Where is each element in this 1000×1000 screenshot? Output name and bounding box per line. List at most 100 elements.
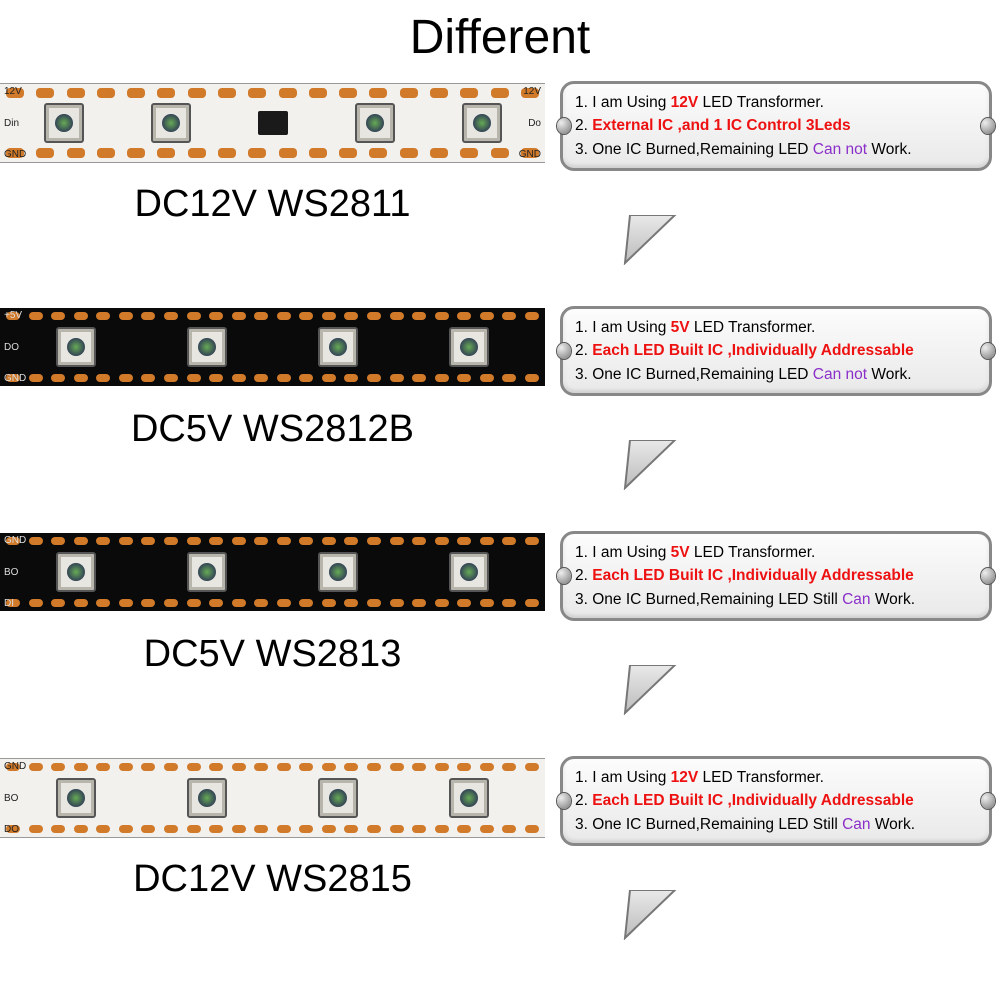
led-chip	[355, 103, 395, 143]
solder-pad	[491, 88, 509, 98]
solder-pad	[344, 374, 358, 382]
solder-pad	[29, 374, 43, 382]
solder-pad	[435, 763, 449, 771]
solder-pad	[119, 763, 133, 771]
led-chip	[151, 103, 191, 143]
solder-pad	[390, 825, 404, 833]
solder-pad	[309, 88, 327, 98]
led-chip	[187, 778, 227, 818]
solder-pad	[309, 148, 327, 158]
solder-pad	[119, 374, 133, 382]
solder-pad	[277, 537, 291, 545]
solder-pad	[29, 312, 43, 320]
solder-pad	[29, 825, 43, 833]
pin-label: 12V	[523, 86, 541, 97]
led-strip: GNDBODO	[0, 758, 545, 838]
solder-pad	[187, 763, 201, 771]
solder-pad	[277, 599, 291, 607]
product-label: DC12V WS2811	[0, 183, 545, 226]
solder-pad	[367, 825, 381, 833]
solder-pad	[187, 312, 201, 320]
bubble-line: 2. Each LED Built IC ,Individually Addre…	[575, 789, 977, 812]
product-label: DC5V WS2813	[0, 633, 545, 676]
solder-pad	[218, 148, 236, 158]
solder-pad	[209, 312, 223, 320]
solder-pad	[299, 599, 313, 607]
solder-pad	[187, 374, 201, 382]
solder-pad	[390, 374, 404, 382]
solder-pad	[390, 599, 404, 607]
led-chip	[44, 103, 84, 143]
solder-pad	[480, 312, 494, 320]
solder-pad	[74, 312, 88, 320]
solder-pad	[127, 88, 145, 98]
solder-pad	[187, 825, 201, 833]
solder-pad	[119, 537, 133, 545]
solder-pad	[525, 537, 539, 545]
pin-label: GND	[519, 149, 541, 160]
solder-pad	[164, 825, 178, 833]
solder-pad	[279, 88, 297, 98]
pin-label: GND	[4, 761, 26, 772]
solder-pad	[51, 763, 65, 771]
bubble-line: 3. One IC Burned,Remaining LED Still Can…	[575, 588, 977, 611]
solder-pad	[232, 825, 246, 833]
led-chip	[318, 552, 358, 592]
led-chip	[449, 552, 489, 592]
solder-pad	[412, 537, 426, 545]
pin-label: GND	[4, 373, 26, 384]
led-strip: 12VDinGND12VDoGND	[0, 83, 545, 163]
solder-pad	[141, 312, 155, 320]
solder-pad	[209, 763, 223, 771]
solder-pad	[141, 763, 155, 771]
solder-pad	[435, 374, 449, 382]
solder-pad	[502, 599, 516, 607]
solder-pad	[430, 148, 448, 158]
solder-pad	[502, 825, 516, 833]
solder-pad	[96, 763, 110, 771]
solder-pad	[209, 537, 223, 545]
solder-pad	[254, 599, 268, 607]
bubble-line: 1. I am Using 5V LED Transformer.	[575, 316, 977, 339]
solder-pad	[299, 312, 313, 320]
solder-pad	[390, 312, 404, 320]
solder-pad	[74, 825, 88, 833]
solder-pad	[480, 374, 494, 382]
solder-pad	[164, 537, 178, 545]
led-chip	[56, 778, 96, 818]
bubble-line: 2. Each LED Built IC ,Individually Addre…	[575, 339, 977, 362]
solder-pad	[369, 88, 387, 98]
pin-label: GND	[4, 149, 26, 160]
solder-pad	[96, 537, 110, 545]
solder-pad	[502, 763, 516, 771]
solder-pad	[299, 825, 313, 833]
solder-pad	[435, 312, 449, 320]
solder-pad	[322, 825, 336, 833]
solder-pad	[188, 88, 206, 98]
solder-pad	[369, 148, 387, 158]
pin-label: GND	[4, 535, 26, 546]
solder-pad	[164, 312, 178, 320]
solder-pad	[188, 148, 206, 158]
solder-pad	[187, 537, 201, 545]
solder-pad	[141, 537, 155, 545]
ic-chip	[258, 111, 288, 135]
speech-bubble: 1. I am Using 12V LED Transformer.2. Ext…	[560, 81, 992, 171]
solder-pad	[344, 763, 358, 771]
led-chip	[187, 327, 227, 367]
solder-pad	[322, 763, 336, 771]
solder-pad	[435, 599, 449, 607]
solder-pad	[97, 88, 115, 98]
product-row: 12VDinGND12VDoGNDDC12V WS28111. I am Usi…	[0, 73, 1000, 298]
led-chip	[187, 552, 227, 592]
solder-pad	[457, 312, 471, 320]
solder-pad	[400, 88, 418, 98]
solder-pad	[322, 374, 336, 382]
solder-pad	[367, 312, 381, 320]
speech-bubble: 1. I am Using 12V LED Transformer.2. Eac…	[560, 756, 992, 846]
solder-pad	[209, 825, 223, 833]
led-strip: GNDBODI	[0, 533, 545, 611]
bubble-line: 1. I am Using 12V LED Transformer.	[575, 766, 977, 789]
solder-pad	[51, 599, 65, 607]
solder-pad	[254, 763, 268, 771]
